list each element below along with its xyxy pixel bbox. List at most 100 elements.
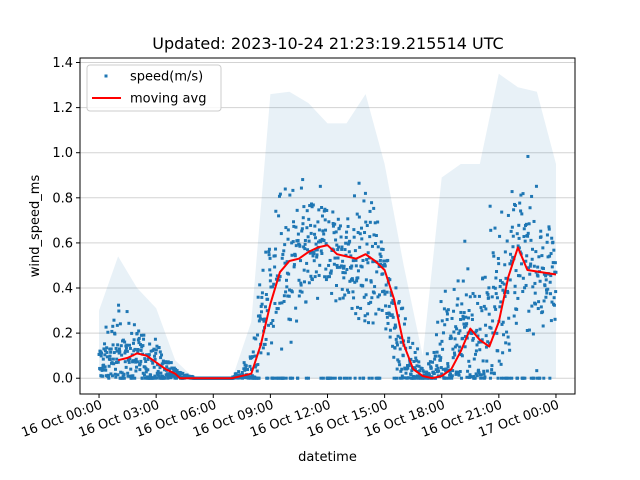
speed-point xyxy=(407,376,411,380)
speed-point xyxy=(305,226,309,230)
speed-point xyxy=(476,334,480,338)
speed-point xyxy=(261,268,265,272)
speed-point xyxy=(108,347,112,351)
speed-point xyxy=(290,241,294,245)
speed-point xyxy=(142,337,146,341)
speed-point xyxy=(452,330,456,334)
speed-point xyxy=(445,312,449,316)
speed-point xyxy=(331,210,335,214)
speed-point xyxy=(477,368,481,372)
speed-point xyxy=(404,371,408,375)
speed-point xyxy=(114,375,118,379)
speed-point xyxy=(125,343,129,347)
speed-point xyxy=(373,285,377,289)
speed-point xyxy=(149,349,153,353)
speed-point xyxy=(317,240,321,244)
speed-point xyxy=(296,238,300,242)
speed-point xyxy=(377,293,381,297)
speed-point xyxy=(159,356,163,360)
speed-point xyxy=(358,376,362,380)
speed-point xyxy=(264,293,268,297)
speed-point xyxy=(115,349,119,353)
speed-point xyxy=(498,279,502,283)
speed-point xyxy=(270,341,274,345)
speed-point xyxy=(293,254,297,258)
speed-point xyxy=(427,373,431,377)
speed-point xyxy=(257,319,261,323)
speed-point xyxy=(357,181,361,185)
speed-point xyxy=(120,371,124,375)
speed-point xyxy=(153,357,157,361)
speed-point xyxy=(399,340,403,344)
speed-point xyxy=(551,240,555,244)
speed-point xyxy=(489,326,493,330)
speed-point xyxy=(167,361,171,365)
speed-point xyxy=(333,222,337,226)
speed-point xyxy=(299,259,303,263)
speed-point xyxy=(504,341,508,345)
speed-point xyxy=(299,186,303,190)
speed-point xyxy=(372,206,376,210)
speed-point xyxy=(379,240,383,244)
speed-point xyxy=(256,363,260,367)
speed-point xyxy=(413,368,417,372)
speed-point xyxy=(360,237,364,241)
speed-point xyxy=(432,371,436,375)
speed-point xyxy=(274,209,278,213)
speed-point xyxy=(181,371,185,375)
speed-point xyxy=(271,319,275,323)
speed-point xyxy=(307,217,311,221)
speed-point xyxy=(406,364,410,368)
speed-point xyxy=(363,231,367,235)
speed-point xyxy=(277,194,281,198)
speed-point xyxy=(348,239,352,243)
speed-point xyxy=(513,284,517,288)
speed-point xyxy=(154,348,158,352)
speed-point xyxy=(100,368,104,372)
speed-point xyxy=(340,247,344,251)
speed-point xyxy=(374,312,378,316)
speed-point xyxy=(354,258,358,262)
speed-point xyxy=(363,191,367,195)
speed-point xyxy=(322,209,326,213)
speed-point xyxy=(272,282,276,286)
speed-point xyxy=(276,307,280,311)
speed-point xyxy=(501,288,505,292)
speed-point xyxy=(265,309,269,313)
speed-point xyxy=(274,310,278,314)
speed-point xyxy=(280,347,284,351)
speed-point xyxy=(328,258,332,262)
speed-point xyxy=(397,360,401,364)
speed-point xyxy=(274,247,278,251)
speed-point xyxy=(507,316,511,320)
speed-point xyxy=(378,376,382,380)
speed-point xyxy=(385,312,389,315)
speed-point xyxy=(446,365,450,369)
speed-point xyxy=(446,308,450,312)
speed-point xyxy=(490,368,494,372)
speed-point xyxy=(499,300,503,304)
speed-point xyxy=(509,259,513,263)
speed-point xyxy=(392,376,396,380)
speed-point xyxy=(129,367,133,371)
speed-point xyxy=(353,280,357,284)
speed-point xyxy=(450,374,454,378)
speed-point xyxy=(267,253,271,257)
speed-point xyxy=(502,376,506,380)
speed-point xyxy=(475,374,479,378)
speed-point xyxy=(356,305,360,309)
speed-point xyxy=(291,376,295,380)
speed-point xyxy=(281,252,285,256)
speed-point xyxy=(294,225,298,229)
speed-point xyxy=(370,244,374,248)
speed-point xyxy=(368,235,372,239)
speed-point xyxy=(393,323,397,327)
speed-point xyxy=(477,371,481,375)
speed-point xyxy=(468,373,472,377)
speed-point xyxy=(157,374,161,378)
speed-point xyxy=(344,241,348,245)
speed-point xyxy=(342,264,346,268)
speed-point xyxy=(337,226,341,230)
speed-point xyxy=(415,364,419,368)
speed-point xyxy=(116,360,120,364)
